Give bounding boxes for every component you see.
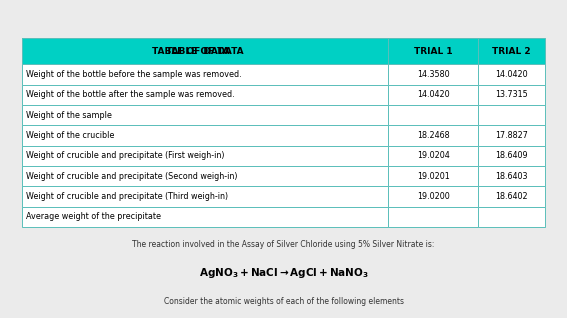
Text: Weight of crucible and precipitate (First weigh-in): Weight of crucible and precipitate (Firs… xyxy=(26,151,224,160)
Text: 18.6402: 18.6402 xyxy=(496,192,528,201)
Bar xyxy=(388,85,478,105)
Text: 19.0204: 19.0204 xyxy=(417,151,450,160)
Bar xyxy=(388,125,478,146)
Bar xyxy=(478,207,545,227)
Text: 18.6403: 18.6403 xyxy=(496,172,528,181)
Text: $\mathbf{AgNO_3 + NaCl \rightarrow AgCl + NaNO_3}$: $\mathbf{AgNO_3 + NaCl \rightarrow AgCl … xyxy=(198,266,369,280)
Text: TRIAL 1: TRIAL 1 xyxy=(414,47,452,56)
Bar xyxy=(478,166,545,186)
Bar xyxy=(388,105,478,125)
Bar xyxy=(22,146,388,166)
Bar xyxy=(22,207,388,227)
Bar xyxy=(388,38,478,64)
Bar xyxy=(22,186,388,207)
Text: TABLE OF DATA: TABLE OF DATA xyxy=(152,47,230,56)
Text: 14.3580: 14.3580 xyxy=(417,70,450,79)
Text: 17.8827: 17.8827 xyxy=(496,131,528,140)
Bar xyxy=(478,105,545,125)
Bar xyxy=(388,186,478,207)
Text: 13.7315: 13.7315 xyxy=(496,90,528,99)
Bar xyxy=(22,85,388,105)
Bar xyxy=(22,105,388,125)
Text: Average weight of the precipitate: Average weight of the precipitate xyxy=(26,212,160,221)
Text: Consider the atomic weights of each of the following elements: Consider the atomic weights of each of t… xyxy=(163,297,404,306)
Bar xyxy=(388,166,478,186)
Bar xyxy=(478,85,545,105)
Bar xyxy=(22,64,388,85)
Text: Weight of the bottle before the sample was removed.: Weight of the bottle before the sample w… xyxy=(26,70,241,79)
Bar xyxy=(22,166,388,186)
Text: TRIAL 2: TRIAL 2 xyxy=(492,47,531,56)
Text: TABLE OF DATA: TABLE OF DATA xyxy=(166,47,244,56)
Bar xyxy=(478,64,545,85)
Bar xyxy=(388,64,478,85)
Text: Weight of the bottle after the sample was removed.: Weight of the bottle after the sample wa… xyxy=(26,90,234,99)
Text: Weight of the sample: Weight of the sample xyxy=(26,111,111,120)
Bar xyxy=(478,125,545,146)
Bar xyxy=(478,146,545,166)
Bar xyxy=(22,38,361,64)
Text: Weight of crucible and precipitate (Second weigh-in): Weight of crucible and precipitate (Seco… xyxy=(26,172,237,181)
Text: 18.6409: 18.6409 xyxy=(496,151,528,160)
Text: 19.0201: 19.0201 xyxy=(417,172,450,181)
Text: 14.0420: 14.0420 xyxy=(496,70,528,79)
Text: The reaction involved in the Assay of Silver Chloride using 5% Silver Nitrate is: The reaction involved in the Assay of Si… xyxy=(132,240,435,249)
Bar xyxy=(478,38,545,64)
Text: Weight of the crucible: Weight of the crucible xyxy=(26,131,114,140)
Bar xyxy=(22,38,388,64)
Text: Weight of crucible and precipitate (Third weigh-in): Weight of crucible and precipitate (Thir… xyxy=(26,192,227,201)
Text: 19.0200: 19.0200 xyxy=(417,192,450,201)
Text: 14.0420: 14.0420 xyxy=(417,90,450,99)
Bar xyxy=(388,146,478,166)
Bar xyxy=(22,125,388,146)
Bar xyxy=(478,186,545,207)
Bar xyxy=(388,207,478,227)
Text: 18.2468: 18.2468 xyxy=(417,131,450,140)
